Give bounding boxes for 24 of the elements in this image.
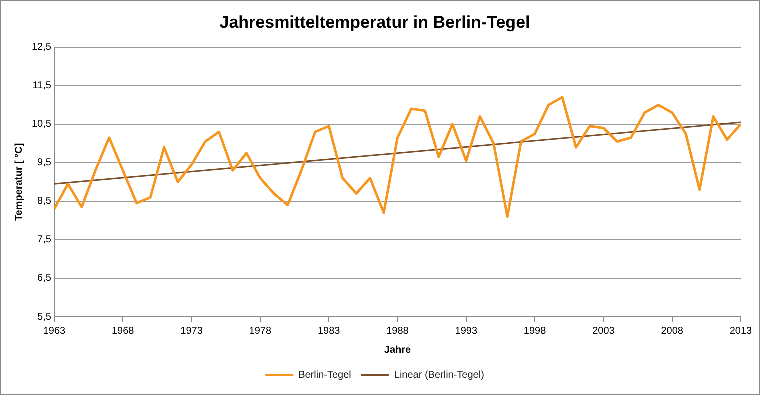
legend-label: Linear (Berlin-Tegel) [394, 370, 484, 381]
x-tick-label: 1998 [524, 326, 547, 337]
x-tick-label: 2003 [592, 326, 616, 337]
x-tick-label: 1963 [43, 326, 66, 337]
y-tick-label: 8,5 [38, 196, 52, 208]
y-tick-label: 6,5 [38, 273, 52, 284]
x-tick-label: 2013 [730, 326, 753, 337]
x-tick-label: 2008 [661, 326, 684, 337]
x-tick-label: 1973 [180, 326, 204, 337]
x-tick-label: 1983 [318, 326, 341, 337]
chart-title: Jahresmitteltemperatur in Berlin-Tegel [220, 12, 530, 32]
x-tick-label: 1993 [455, 326, 478, 337]
y-axis-title: Temperatur [ °C] [14, 143, 25, 222]
y-tick-label: 5,5 [38, 312, 52, 323]
x-tick-label: 1978 [249, 326, 272, 337]
y-tick-label: 12,5 [32, 42, 52, 54]
x-axis-title: Jahre [384, 344, 412, 356]
x-tick-label: 1968 [112, 326, 135, 337]
y-tick-label: 9,5 [38, 158, 52, 169]
x-tick-label: 1988 [386, 326, 410, 337]
y-tick-label: 7,5 [38, 234, 52, 246]
y-tick-label: 11,5 [32, 80, 52, 92]
y-tick-label: 10,5 [32, 119, 52, 130]
legend-label: Berlin-Tegel [298, 370, 352, 381]
